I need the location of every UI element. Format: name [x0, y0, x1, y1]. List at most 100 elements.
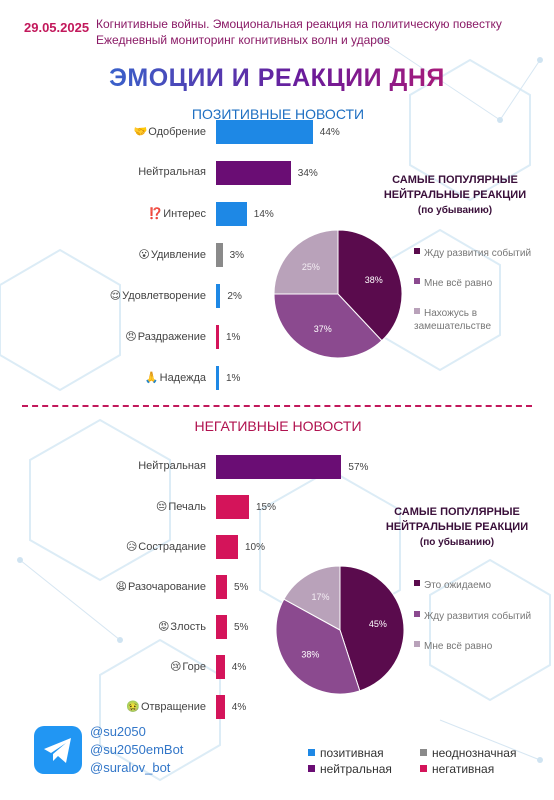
neg-label-5: 😢Горе — [6, 660, 206, 673]
neg-emoji-icon-1: 😔 — [155, 501, 168, 513]
neg-value-0: 57% — [348, 462, 369, 473]
legend-ambiguous-swatch — [420, 749, 427, 756]
legend-negative-swatch — [420, 765, 427, 772]
pos-value-0: 44% — [319, 127, 340, 138]
pie1-legend-item-2: Нахожусь в замешательстве — [414, 307, 534, 333]
pos-label-6: 🙏Надежда — [6, 371, 206, 384]
legend-neutral: нейтральная — [308, 762, 392, 776]
neg-value-5: 4% — [231, 662, 247, 673]
neg-label-6: 🤢Отвращение — [6, 700, 206, 713]
pie1-legend-swatch-1 — [414, 278, 420, 284]
pie2-slice-label-0: 45% — [369, 619, 387, 629]
pie2-legend-item-0: Это ожидаемо — [414, 579, 534, 592]
pos-bar-2 — [216, 202, 247, 226]
pie1-title: САМЫЕ ПОПУЛЯРНЫЕ НЕЙТРАЛЬНЫЕ РЕАКЦИИ — [383, 174, 527, 201]
telegram-icon[interactable] — [34, 726, 82, 774]
neg-value-1: 15% — [256, 502, 277, 513]
pie1-slice-label-1: 37% — [314, 324, 332, 334]
pos-emoji-icon-5: 😠 — [125, 331, 137, 343]
neg-label-text-4: Злость — [170, 621, 206, 633]
pie2-legend-swatch-2 — [414, 641, 420, 647]
pos-label-text-4: Удовлетворение — [122, 290, 206, 302]
pos-value-2: 14% — [253, 209, 274, 220]
pos-emoji-icon-2: ⁉️ — [148, 208, 163, 220]
pie2-legend-swatch-0 — [414, 580, 420, 586]
legend-ambiguous: неоднозначная — [420, 746, 516, 760]
pie1-slice-2 — [273, 229, 339, 295]
neg-label-text-5: Горе — [182, 661, 206, 673]
report-date: 29.05.2025 — [24, 20, 90, 35]
neg-value-2: 10% — [245, 542, 266, 553]
legend-positive: позитивная — [308, 746, 384, 760]
pie2-legend-item-1: Жду развития событий — [414, 610, 534, 623]
pos-value-5: 1% — [226, 332, 241, 343]
pie1-legend-item-1: Мне всё равно — [414, 277, 534, 290]
neg-bar-2 — [216, 535, 238, 559]
pos-label-text-1: Нейтральная — [138, 166, 206, 178]
legend-negative: негативная — [420, 762, 494, 776]
pie2-slice-0 — [339, 565, 405, 692]
neg-bar-4 — [216, 615, 227, 639]
pie2-title: САМЫЕ ПОПУЛЯРНЫЕ НЕЙТРАЛЬНЫЕ РЕАКЦИИ — [385, 506, 529, 533]
pie1-legend-swatch-0 — [414, 248, 420, 254]
neg-emoji-icon-4: 😡 — [157, 621, 170, 633]
neg-value-6: 4% — [231, 702, 247, 713]
neg-label-text-0: Нейтральная — [138, 460, 206, 472]
subtitle-line-2: Ежедневный мониторинг когнитивных волн и… — [96, 33, 390, 47]
pie2-slice-label-1: 38% — [301, 649, 319, 659]
pos-label-0: 🤝Одобрение — [6, 125, 206, 138]
pos-emoji-icon-0: 🤝 — [133, 126, 148, 138]
pie1-slice-0 — [337, 229, 403, 342]
pos-emoji-icon-3: 😮 — [138, 249, 150, 261]
pie1-slice-label-2: 25% — [302, 262, 320, 272]
pos-label-text-3: Удивление — [150, 249, 206, 261]
neg-emoji-icon-5: 😢 — [169, 661, 182, 673]
pie2-slice-label-2: 17% — [311, 592, 329, 602]
handle-su2050embot[interactable]: @su2050emBot — [90, 742, 184, 757]
neg-label-text-1: Печаль — [168, 501, 206, 513]
pie1-slice-1 — [273, 293, 383, 359]
pos-label-2: ⁉️Интерес — [6, 207, 206, 220]
negative-news-title: НЕГАТИВНЫЕ НОВОСТИ — [194, 418, 362, 434]
pie1-legend-label-1: Мне всё равно — [424, 278, 493, 289]
neg-label-0: Нейтральная — [6, 460, 206, 472]
pos-emoji-icon-4: 😌 — [109, 290, 122, 302]
neg-bar-3 — [216, 575, 227, 599]
pie2-legend-label-2: Мне всё равно — [424, 641, 493, 652]
legend-positive-swatch — [308, 749, 315, 756]
section-divider — [22, 405, 532, 407]
pos-label-text-0: Одобрение — [148, 126, 206, 138]
pos-bar-5 — [216, 325, 219, 349]
pie1-legend-swatch-2 — [414, 308, 420, 314]
pos-label-3: 😮Удивление — [6, 248, 206, 261]
pos-bar-1 — [216, 161, 291, 185]
main-title: ЭМОЦИИ И РЕАКЦИИ ДНЯ — [0, 64, 554, 93]
pie1-chart: 38% 37% 25% — [273, 229, 403, 359]
neg-emoji-icon-3: 😩 — [115, 581, 127, 593]
neg-bar-0 — [216, 455, 342, 479]
neg-bar-6 — [216, 695, 225, 719]
pos-bar-6 — [216, 366, 219, 390]
neg-label-text-6: Отвращение — [140, 701, 206, 713]
pos-bar-0 — [216, 120, 313, 144]
handle-su2050[interactable]: @su2050 — [90, 724, 146, 739]
pie2-slice-2 — [283, 565, 341, 631]
neg-bar-5 — [216, 655, 225, 679]
subtitle-line-1: Когнитивные войны. Эмоциональная реакция… — [96, 17, 502, 31]
pos-bar-3 — [216, 243, 223, 267]
pos-label-text-6: Надежда — [159, 372, 206, 384]
pos-emoji-icon-6: 🙏 — [144, 372, 159, 384]
pie1-slice-label-0: 38% — [365, 275, 383, 285]
neg-label-3: 😩Разочарование — [6, 580, 207, 593]
handle-suralov-bot[interactable]: @suralov_bot — [90, 760, 171, 775]
pos-label-4: 😌Удовлетворение — [6, 289, 206, 302]
pos-label-5: 😠Раздражение — [6, 330, 206, 343]
pie2-legend-swatch-1 — [414, 611, 420, 617]
pie1-legend-label-0: Жду развития событий — [424, 248, 532, 259]
pie2-legend-item-2: Мне всё равно — [414, 640, 534, 653]
pie2-subtitle: (по убыванию) — [419, 537, 495, 548]
neg-label-2: 😥Сострадание — [6, 540, 206, 553]
neg-label-text-3: Разочарование — [127, 581, 206, 593]
pos-value-3: 3% — [229, 250, 245, 261]
